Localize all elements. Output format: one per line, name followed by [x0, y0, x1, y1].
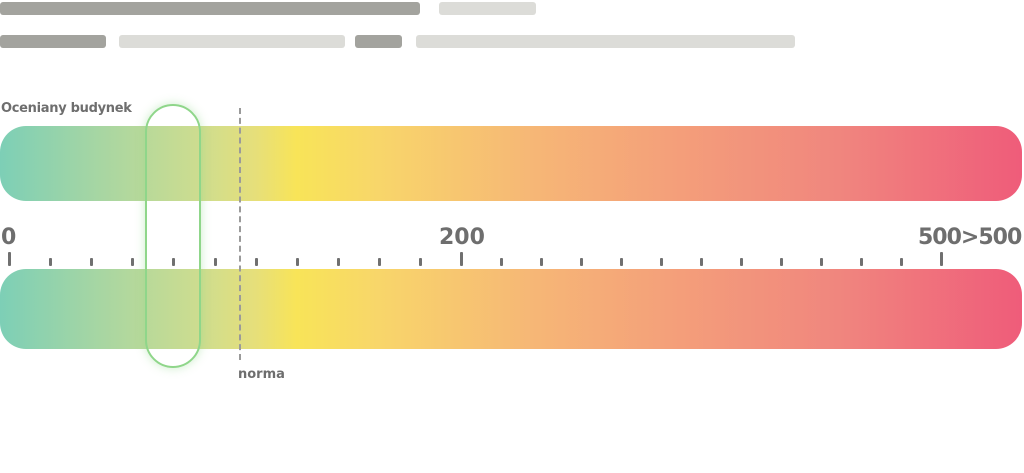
- building-marker: [145, 104, 201, 368]
- placeholder-line-2: [119, 35, 345, 48]
- minor-tick: [620, 258, 623, 266]
- placeholder-line-3: [355, 35, 402, 48]
- minor-tick: [540, 258, 543, 266]
- minor-tick: [780, 258, 783, 266]
- minor-tick: [740, 258, 743, 266]
- minor-tick: [49, 258, 53, 266]
- major-tick: [460, 252, 463, 266]
- major-tick: [8, 252, 11, 266]
- norma-label: norma: [238, 367, 285, 382]
- reference-scale-bar: [0, 269, 1022, 349]
- minor-tick: [900, 258, 903, 266]
- minor-tick: [254, 258, 258, 266]
- minor-tick: [500, 258, 503, 266]
- tick-label-200: 200: [439, 225, 485, 250]
- placeholder-title: [0, 2, 420, 15]
- minor-tick: [213, 258, 217, 266]
- minor-tick: [90, 258, 94, 266]
- minor-tick: [860, 258, 863, 266]
- minor-tick: [172, 258, 176, 266]
- building-label: Oceniany budynek: [1, 101, 132, 116]
- minor-tick: [336, 258, 340, 266]
- tick-label-0: 0: [1, 225, 17, 250]
- major-tick: [940, 252, 943, 266]
- minor-tick: [419, 258, 422, 266]
- minor-tick: [131, 258, 135, 266]
- minor-tick: [295, 258, 299, 266]
- minor-tick: [580, 258, 583, 266]
- minor-tick: [377, 258, 381, 266]
- placeholder-line-1: [0, 35, 106, 48]
- minor-tick: [820, 258, 823, 266]
- placeholder-subtitle: [439, 2, 536, 15]
- placeholder-line-4: [416, 35, 795, 48]
- minor-tick: [700, 258, 703, 266]
- minor-tick: [660, 258, 663, 266]
- building-scale-bar: [0, 126, 1022, 201]
- norma-line: [239, 108, 241, 360]
- tick-label-500: 500>500: [918, 225, 1022, 250]
